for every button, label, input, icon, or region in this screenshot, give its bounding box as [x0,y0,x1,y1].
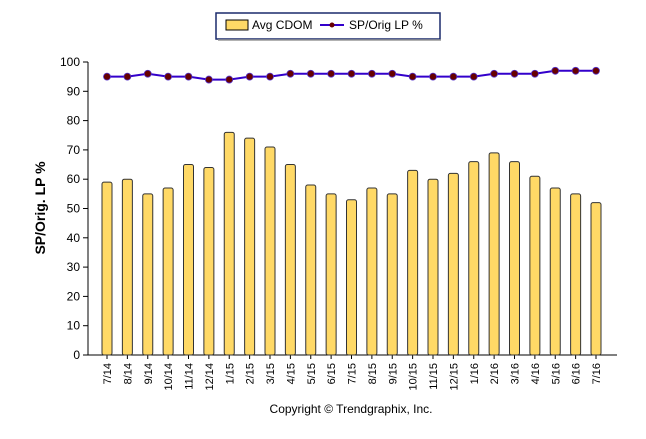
bar-avg-cdom [366,187,378,356]
x-tick-label: 8/15 [367,363,379,384]
x-tick-label: 6/16 [571,363,583,384]
bar-avg-cdom [284,164,296,356]
bar-avg-cdom [183,164,194,356]
point-sp-orig-lp [469,72,478,81]
point-sp-orig-lp [123,72,132,81]
legend: Avg CDOM SP/Orig LP % [215,12,441,41]
line-series [103,66,600,84]
x-tick-label: 6/15 [326,363,338,384]
axes: 0 10 20 30 40 50 60 70 80 90 100 7/14 8/14 9/14 10/14 1… [60,55,617,391]
point-sp-orig-lp [571,66,580,75]
point-sp-orig-lp [266,72,274,81]
x-tick-label: 7/14 [102,363,114,384]
bar-avg-cdom [121,178,133,356]
legend-swatch-avg-cdom [225,19,249,31]
x-tick-label: 4/15 [285,363,297,384]
y-tick-label: 70 [67,143,81,157]
bar-avg-cdom [244,137,256,356]
x-tick-label: 3/15 [265,363,277,384]
x-tick-label: 7/15 [347,363,359,384]
x-tick-label: 11/14 [184,363,196,390]
y-tick-label: 50 [67,202,81,216]
point-sp-orig-lp [530,69,539,78]
x-tick-label: 8/14 [122,363,134,384]
bar-avg-cdom [223,131,235,356]
bar-avg-cdom [386,193,398,356]
x-tick-label: 2/16 [489,363,501,384]
point-sp-orig-lp [347,69,356,78]
x-tick-label: 5/15 [306,363,318,384]
point-sp-orig-lp [449,72,458,81]
point-sp-orig-lp [103,72,111,81]
legend-label-avg-cdom: Avg CDOM [252,18,312,32]
point-sp-orig-lp [490,69,499,78]
point-sp-orig-lp [327,69,336,78]
x-tick-label: 1/16 [469,363,481,384]
x-tick-label: 3/16 [510,363,522,384]
point-sp-orig-lp [592,66,600,75]
y-tick-label: 60 [67,172,81,186]
bar-avg-cdom [142,193,154,356]
point-sp-orig-lp [408,72,417,81]
x-tick-label: 9/15 [387,363,399,384]
point-sp-orig-lp [551,66,560,75]
point-sp-orig-lp [184,72,193,81]
bars [101,131,602,356]
legend-marker-sp-orig [329,22,335,28]
point-sp-orig-lp [204,75,213,84]
bar-avg-cdom [264,146,276,356]
point-sp-orig-lp [388,69,397,78]
y-tick-label: 20 [67,289,81,303]
y-tick-label: 90 [67,84,81,98]
bar-avg-cdom [570,193,582,356]
bar-avg-cdom [529,175,541,356]
bar-avg-cdom [427,178,439,356]
bar-avg-cdom [407,169,419,356]
bar-avg-cdom [447,172,459,356]
y-tick-label: 10 [67,319,81,333]
point-sp-orig-lp [245,72,254,81]
x-tick-label: 10/14 [163,363,175,391]
bar-avg-cdom [468,161,480,356]
bar-avg-cdom [203,166,215,356]
point-sp-orig-lp [286,69,295,78]
y-tick-label: 80 [67,114,81,128]
point-sp-orig-lp [225,75,234,84]
y-axis-label: SP/Orig. LP % [32,161,48,255]
x-tick-label: 2/15 [245,363,257,384]
x-tick-label: 11/15 [428,363,440,390]
point-sp-orig-lp [143,69,152,78]
x-tick-label: 9/14 [143,363,155,384]
x-tick-label: 7/16 [591,363,603,384]
x-tick-label: 12/14 [204,363,216,391]
bar-avg-cdom [305,184,317,356]
legend-label-sp-orig: SP/Orig LP % [349,18,423,32]
bar-avg-cdom [509,161,520,356]
bar-avg-cdom [346,199,357,356]
footer-copyright: Copyright © Trendgraphix, Inc. [270,402,433,416]
bar-avg-cdom [590,202,602,356]
x-tick-label: 1/15 [224,363,236,384]
bar-avg-cdom [488,152,500,356]
point-sp-orig-lp [510,69,519,78]
y-tick-label: 100 [60,55,80,69]
y-tick-label: 30 [67,260,81,274]
y-tick-label: 40 [67,231,81,245]
x-tick-label: 5/16 [550,363,562,384]
y-tick-label: 0 [73,348,80,362]
x-tick-label: 10/15 [408,363,420,391]
point-sp-orig-lp [367,69,376,78]
x-tick-label: 4/16 [530,363,542,384]
bar-avg-cdom [325,193,337,356]
point-sp-orig-lp [429,72,437,81]
bar-avg-cdom [162,187,174,356]
bar-avg-cdom [101,181,113,356]
x-tick-label: 12/15 [448,363,460,391]
point-sp-orig-lp [306,69,315,78]
point-sp-orig-lp [164,72,173,81]
bar-avg-cdom [549,187,561,356]
